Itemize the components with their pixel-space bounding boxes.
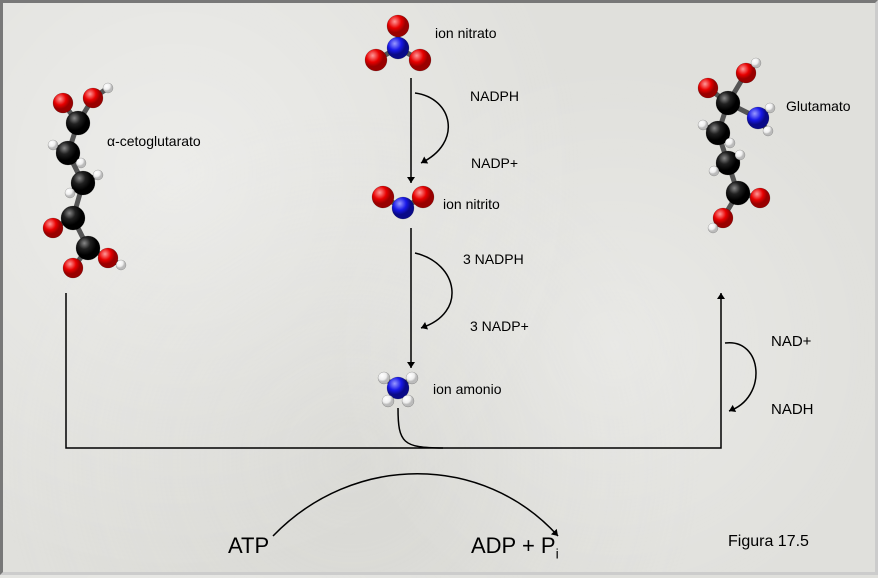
atom bbox=[402, 395, 414, 407]
atom bbox=[406, 372, 418, 384]
atom bbox=[392, 197, 414, 219]
atom bbox=[98, 248, 118, 268]
atom bbox=[116, 260, 126, 270]
label-nadp1: NADP+ bbox=[471, 155, 518, 171]
atom bbox=[387, 15, 409, 37]
atom bbox=[763, 126, 773, 136]
atom bbox=[83, 88, 103, 108]
atom bbox=[93, 170, 103, 180]
label-ion_nitrato: ion nitrato bbox=[435, 25, 496, 41]
label-atp: ATP bbox=[228, 533, 269, 559]
atom bbox=[365, 49, 387, 71]
atom bbox=[412, 186, 434, 208]
label-ion_amonio: ion amonio bbox=[433, 381, 502, 397]
atom bbox=[378, 372, 390, 384]
atom bbox=[63, 258, 83, 278]
atom bbox=[716, 91, 740, 115]
label-nad: NAD+ bbox=[771, 333, 811, 350]
atom bbox=[387, 37, 409, 59]
label-adp_pi: ADP + Pi bbox=[471, 533, 559, 561]
atom bbox=[65, 188, 75, 198]
nitrato-to-nitrito-head bbox=[407, 177, 415, 183]
atp-arc bbox=[273, 474, 558, 536]
atom bbox=[725, 138, 735, 148]
atom bbox=[53, 93, 73, 113]
molecule-cetoglutarato bbox=[43, 83, 126, 278]
atom bbox=[103, 83, 113, 93]
atom bbox=[750, 188, 770, 208]
diagram-svg bbox=[3, 3, 878, 578]
atom bbox=[48, 140, 58, 150]
amonio-merge bbox=[398, 408, 443, 448]
atom bbox=[709, 166, 719, 176]
molecule-nitrito bbox=[372, 186, 434, 219]
atom bbox=[76, 236, 100, 260]
label-nadh: NADH bbox=[771, 401, 814, 418]
label-ion_nitrito: ion nitrito bbox=[443, 196, 500, 212]
atom bbox=[66, 111, 90, 135]
main-path-head bbox=[717, 293, 725, 299]
atom bbox=[61, 206, 85, 230]
label-figura: Figura 17.5 bbox=[728, 533, 809, 551]
label-nadp3: 3 NADP+ bbox=[470, 318, 529, 334]
nad-curve bbox=[725, 343, 756, 411]
label-glutamato: Glutamato bbox=[786, 98, 851, 114]
label-adp-pi-sub: i bbox=[556, 545, 559, 561]
atom bbox=[735, 150, 745, 160]
label-nadph1: NADPH bbox=[470, 88, 519, 104]
atom bbox=[409, 49, 431, 71]
nitrito-to-amonio-head bbox=[407, 362, 415, 368]
atom bbox=[43, 218, 63, 238]
atom bbox=[698, 78, 718, 98]
molecule-glutamato bbox=[698, 58, 775, 233]
atom bbox=[698, 120, 708, 130]
atom bbox=[708, 223, 718, 233]
atom bbox=[382, 395, 394, 407]
main-path bbox=[66, 293, 721, 448]
atom bbox=[751, 58, 761, 68]
label-a_cetoglutarato: α-cetoglutarato bbox=[107, 133, 201, 149]
molecule-amonio bbox=[378, 372, 418, 407]
atom bbox=[726, 181, 750, 205]
molecule-nitrato bbox=[365, 15, 431, 71]
label-nadph3: 3 NADPH bbox=[463, 251, 524, 267]
atom bbox=[372, 186, 394, 208]
nadph3-curve bbox=[415, 253, 452, 328]
atom bbox=[765, 103, 775, 113]
atom bbox=[76, 158, 86, 168]
nadph1-curve bbox=[415, 93, 448, 163]
